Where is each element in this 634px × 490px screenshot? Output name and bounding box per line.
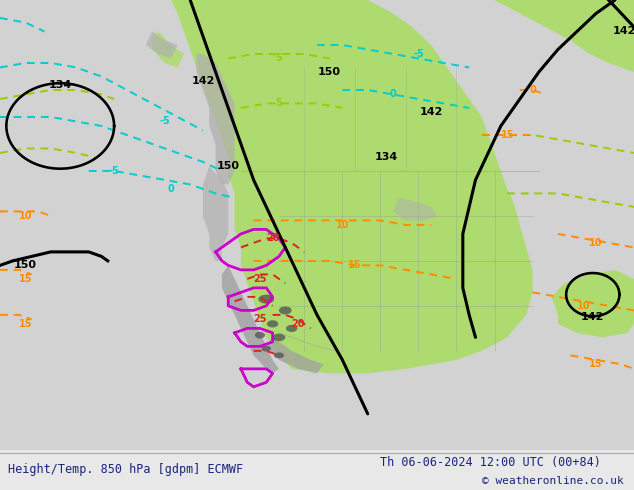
Polygon shape xyxy=(197,54,235,184)
Ellipse shape xyxy=(286,325,297,332)
Ellipse shape xyxy=(255,332,265,339)
Text: -5: -5 xyxy=(413,49,424,59)
Polygon shape xyxy=(203,167,228,261)
Text: 142: 142 xyxy=(581,312,604,322)
Text: -5: -5 xyxy=(160,117,170,126)
Polygon shape xyxy=(146,31,178,58)
Text: 25: 25 xyxy=(253,274,267,284)
Text: 20: 20 xyxy=(291,319,305,329)
Text: 150: 150 xyxy=(14,260,37,270)
Text: 142: 142 xyxy=(613,26,634,36)
Text: 0: 0 xyxy=(390,90,396,99)
Text: 10: 10 xyxy=(589,238,603,248)
Polygon shape xyxy=(495,0,634,72)
Text: 15: 15 xyxy=(348,260,362,270)
Polygon shape xyxy=(222,266,279,373)
Text: 0: 0 xyxy=(529,85,536,95)
Text: 10: 10 xyxy=(18,211,32,221)
Text: 10: 10 xyxy=(335,220,349,230)
Text: 150: 150 xyxy=(217,161,240,172)
Text: 150: 150 xyxy=(318,67,341,77)
Text: 142: 142 xyxy=(191,76,214,86)
Text: 15: 15 xyxy=(18,274,32,284)
Text: 20: 20 xyxy=(266,233,280,244)
Text: 5: 5 xyxy=(276,98,282,108)
Text: Th 06-06-2024 12:00 UTC (00+84): Th 06-06-2024 12:00 UTC (00+84) xyxy=(380,456,601,469)
Text: 142: 142 xyxy=(420,107,443,118)
Text: 15: 15 xyxy=(18,319,32,329)
Ellipse shape xyxy=(258,294,274,304)
Text: © weatheronline.co.uk: © weatheronline.co.uk xyxy=(482,476,624,486)
Polygon shape xyxy=(393,198,437,220)
Text: Height/Temp. 850 hPa [gdpm] ECMWF: Height/Temp. 850 hPa [gdpm] ECMWF xyxy=(8,463,243,476)
Text: 15: 15 xyxy=(500,130,514,140)
Text: 15: 15 xyxy=(589,359,603,369)
Polygon shape xyxy=(171,0,533,373)
Ellipse shape xyxy=(274,352,284,358)
Ellipse shape xyxy=(267,320,278,327)
Text: 25: 25 xyxy=(253,315,267,324)
Text: 5: 5 xyxy=(276,53,282,64)
Text: 134: 134 xyxy=(375,152,398,163)
Ellipse shape xyxy=(273,334,285,341)
Ellipse shape xyxy=(279,306,292,315)
Polygon shape xyxy=(152,31,184,68)
Text: -5: -5 xyxy=(109,166,119,176)
Polygon shape xyxy=(552,270,634,337)
Ellipse shape xyxy=(261,345,271,351)
Text: 0: 0 xyxy=(168,184,174,194)
Polygon shape xyxy=(266,337,323,373)
Text: 10: 10 xyxy=(576,301,590,311)
Text: 134: 134 xyxy=(49,80,72,91)
